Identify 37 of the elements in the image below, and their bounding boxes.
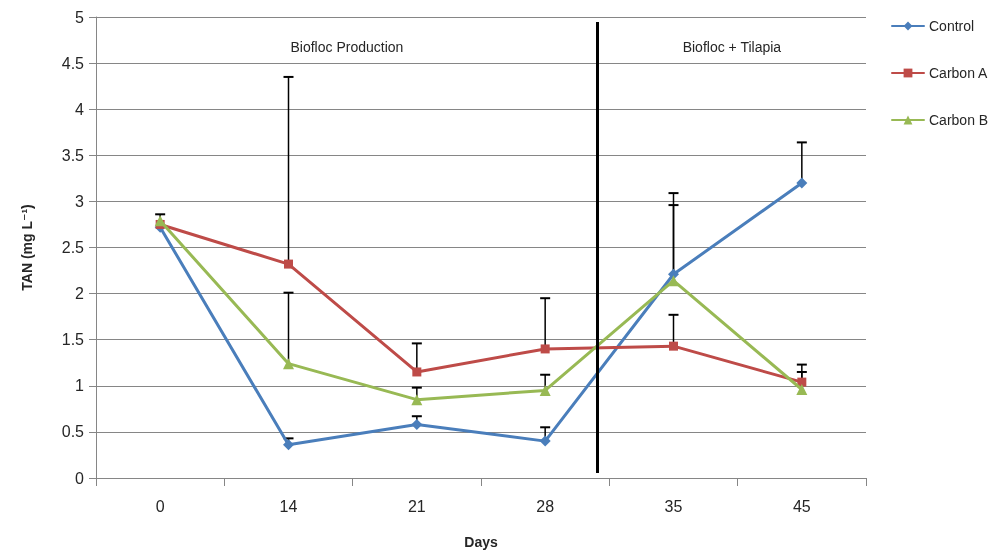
y-tick-label: 2.5 [61, 239, 85, 256]
point [283, 439, 294, 451]
x-tick-label: 14 [279, 497, 298, 515]
legend-label: Carbon A [929, 65, 989, 81]
point [539, 384, 551, 396]
point [669, 341, 678, 351]
point [412, 367, 422, 377]
y-tick-label: 5 [75, 8, 85, 26]
legend-label: Carbon B [929, 112, 989, 128]
y-tick-label: 1.5 [61, 331, 85, 349]
x-tick-label: 0 [155, 497, 165, 515]
y-tick-label: 0.5 [61, 423, 85, 441]
x-tick-label: 35 [664, 497, 683, 515]
x-tick-label: 21 [407, 497, 426, 515]
y-tick-label: 0 [75, 469, 85, 487]
x-axis-title: Days [464, 534, 498, 550]
annotation: Biofloc + Tilapia [682, 39, 782, 55]
y-tick-label: 3 [75, 192, 85, 210]
y-tick-label: 4.5 [61, 54, 85, 72]
point [411, 419, 423, 431]
point [796, 383, 808, 395]
point [283, 358, 294, 370]
point [540, 344, 550, 354]
y-tick-label: 2 [75, 285, 85, 303]
annotation: Biofloc Production [290, 39, 404, 55]
point [668, 275, 679, 287]
point [796, 177, 808, 189]
legend-label: Control [929, 18, 975, 34]
x-tick-label: 45 [792, 497, 811, 515]
y-tick-label: 1 [75, 377, 85, 395]
y-tick-label: 4 [75, 100, 85, 118]
x-tick-label: 28 [536, 497, 555, 515]
point [284, 259, 293, 269]
y-tick-label: 3.5 [61, 146, 85, 164]
point [411, 394, 423, 406]
point [539, 435, 551, 447]
y-axis-title: TAN (mg L⁻¹) [19, 204, 35, 291]
